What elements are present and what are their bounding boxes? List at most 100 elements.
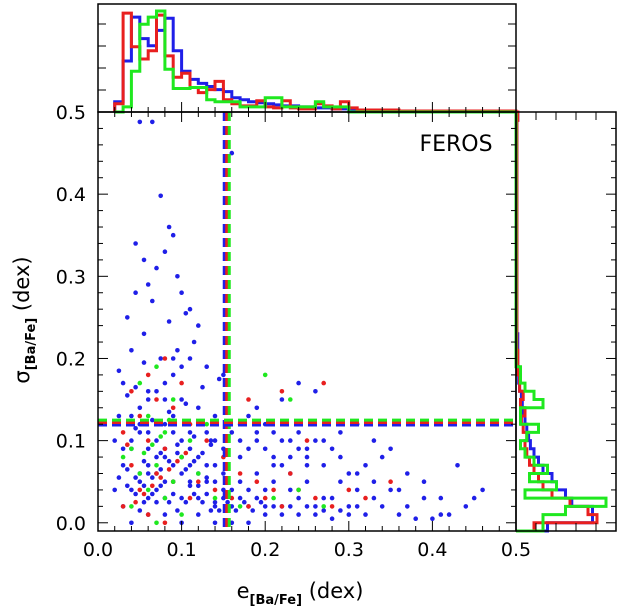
data-point-blue	[212, 499, 218, 505]
data-point-blue	[170, 356, 176, 361]
data-point-blue	[179, 397, 184, 402]
data-point-green	[154, 520, 159, 526]
x-tick-label: 0.0	[83, 539, 113, 561]
data-point-blue	[120, 380, 126, 386]
data-point-blue	[262, 504, 268, 509]
data-point-red	[183, 450, 189, 456]
data-point-blue	[262, 446, 268, 452]
data-point-blue	[455, 463, 460, 468]
data-point-red	[154, 397, 159, 402]
data-point-blue	[279, 438, 285, 443]
data-point-blue	[296, 495, 301, 501]
top-histogram-red	[113, 11, 518, 113]
data-point-blue	[129, 348, 134, 353]
top-histogram-green	[114, 9, 516, 114]
data-point-red	[154, 471, 159, 476]
data-point-blue	[112, 487, 117, 493]
data-point-blue	[413, 516, 419, 521]
data-point-blue	[175, 450, 180, 456]
data-point-blue	[179, 495, 184, 501]
data-point-blue	[237, 454, 243, 460]
data-point-blue	[196, 512, 201, 517]
data-point-blue	[170, 413, 176, 419]
data-point-blue	[162, 454, 168, 460]
data-point-blue	[191, 491, 197, 497]
data-point-blue	[329, 516, 335, 521]
data-point-blue	[208, 438, 214, 443]
data-point-red	[288, 471, 293, 476]
data-point-green	[162, 430, 168, 435]
data-point-blue	[141, 499, 147, 505]
data-point-blue	[254, 430, 260, 435]
data-point-blue	[175, 348, 180, 353]
data-point-blue	[158, 450, 163, 456]
data-point-blue	[166, 319, 172, 324]
data-point-blue	[145, 495, 151, 501]
y-tick-label: 0.5	[56, 102, 86, 124]
data-point-blue	[150, 475, 155, 480]
data-point-blue	[246, 487, 251, 493]
data-point-green	[129, 446, 134, 452]
data-point-green	[179, 454, 184, 460]
data-point-green	[262, 372, 268, 378]
data-point-blue	[145, 471, 151, 476]
data-point-blue	[279, 512, 285, 517]
data-point-blue	[254, 471, 260, 476]
data-point-blue	[204, 364, 209, 370]
data-point-blue	[237, 438, 243, 443]
data-point-blue	[225, 499, 230, 505]
data-point-green	[141, 450, 147, 456]
top-histogram-frame	[97, 3, 517, 113]
data-point-blue	[137, 405, 143, 411]
data-point-green	[271, 495, 276, 501]
data-point-blue	[204, 479, 209, 485]
data-point-red	[204, 438, 209, 443]
data-point-blue	[363, 512, 368, 517]
data-point-blue	[254, 438, 260, 443]
data-point-blue	[237, 479, 243, 485]
data-point-blue	[191, 339, 197, 345]
data-point-blue	[145, 430, 151, 435]
data-point-blue	[212, 438, 218, 443]
data-point-green	[296, 487, 301, 493]
data-point-blue	[379, 504, 385, 509]
data-point-blue	[179, 364, 184, 370]
data-point-blue	[212, 463, 218, 468]
data-point-blue	[179, 290, 184, 296]
data-point-blue	[262, 487, 268, 493]
right-histogram-frame	[515, 111, 617, 532]
y-tick-label: 0.0	[56, 513, 86, 535]
data-point-blue	[183, 467, 189, 472]
data-point-red	[129, 463, 134, 468]
data-point-blue	[405, 504, 410, 509]
data-point-blue	[204, 475, 209, 480]
data-point-blue	[187, 463, 193, 468]
data-point-red	[162, 520, 168, 526]
top-histogram	[113, 9, 518, 114]
y-axis-title: σ[Ba/Fe] (dex)	[10, 256, 39, 383]
data-point-red	[212, 487, 218, 493]
x-tick-label: 0.1	[166, 539, 196, 561]
data-point-blue	[112, 438, 117, 443]
data-point-blue	[183, 401, 189, 407]
data-point-blue	[271, 463, 276, 468]
data-point-green	[212, 495, 218, 501]
data-point-blue	[196, 495, 201, 501]
data-point-blue	[187, 479, 193, 485]
data-point-blue	[145, 446, 151, 452]
data-point-red	[196, 479, 201, 485]
data-point-blue	[296, 380, 301, 386]
data-point-red	[279, 389, 285, 394]
data-point-blue	[212, 504, 218, 509]
data-point-blue	[116, 475, 122, 480]
data-point-blue	[246, 413, 251, 419]
data-point-blue	[254, 495, 260, 501]
data-point-blue	[208, 442, 214, 448]
data-point-blue	[338, 430, 343, 435]
data-point-blue	[313, 438, 318, 443]
data-point-blue	[463, 504, 469, 509]
data-point-red	[262, 495, 268, 501]
data-point-blue	[125, 467, 130, 472]
y-axis-title-group: σ[Ba/Fe] (dex)	[10, 256, 39, 383]
data-point-blue	[296, 430, 301, 435]
